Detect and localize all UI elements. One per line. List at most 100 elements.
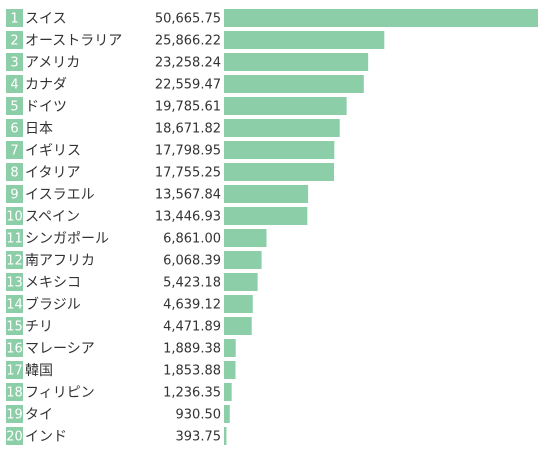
value-label: 17,798.95 xyxy=(155,144,221,159)
value-label: 4,639.12 xyxy=(163,298,221,313)
bar xyxy=(224,119,340,137)
rank-badge xyxy=(6,361,23,379)
rank-badge xyxy=(6,119,23,137)
rank-label: 9 xyxy=(10,188,18,203)
rank-label: 19 xyxy=(6,408,23,423)
value-label: 18,671.82 xyxy=(155,122,221,137)
rank-badge xyxy=(6,185,23,203)
value-label: 6,861.00 xyxy=(163,232,221,247)
rank-label: 1 xyxy=(10,12,18,27)
value-label: 17,755.25 xyxy=(155,166,221,181)
bar xyxy=(224,75,364,93)
category-label: アメリカ xyxy=(25,55,80,71)
rank-badge xyxy=(6,251,23,269)
chart-row: 11 シンガポール 6,861.00 xyxy=(6,229,267,247)
bar xyxy=(224,339,236,357)
value-label: 1,853.88 xyxy=(163,364,221,379)
rank-badge xyxy=(6,339,23,357)
bar xyxy=(224,295,253,313)
category-label: ブラジル xyxy=(25,296,81,313)
rank-label: 20 xyxy=(6,430,23,445)
rank-label: 17 xyxy=(6,364,23,379)
rank-badge xyxy=(6,317,23,335)
rank-label: 10 xyxy=(6,210,23,225)
rank-badge xyxy=(6,163,23,181)
value-label: 13,567.84 xyxy=(155,188,221,203)
value-label: 25,866.22 xyxy=(155,34,221,49)
rank-label: 13 xyxy=(6,276,23,291)
value-label: 6,068.39 xyxy=(163,254,221,269)
category-label: イギリス xyxy=(25,143,81,159)
rank-badge xyxy=(6,427,23,445)
rank-badge xyxy=(6,53,23,71)
category-label: オーストラリア xyxy=(25,33,122,49)
category-label: タイ xyxy=(25,407,53,423)
bar xyxy=(224,141,335,159)
bar xyxy=(224,9,538,27)
category-label: カナダ xyxy=(25,77,67,93)
rank-badge xyxy=(6,97,23,115)
category-label: フィリピン xyxy=(25,385,95,401)
rank-label: 4 xyxy=(10,78,18,93)
value-label: 19,785.61 xyxy=(155,100,221,115)
bar xyxy=(224,185,309,203)
value-label: 5,423.18 xyxy=(163,276,221,291)
bar xyxy=(224,97,347,115)
rank-label: 2 xyxy=(10,34,18,49)
rank-label: 11 xyxy=(6,232,23,247)
value-label: 1,236.35 xyxy=(163,386,221,401)
chart-row: 13 メキシコ 5,423.18 xyxy=(6,273,258,291)
chart-row: 7 イギリス 17,798.95 xyxy=(6,141,335,159)
rank-label: 14 xyxy=(6,298,23,313)
category-label: チリ xyxy=(25,319,53,335)
rank-badge xyxy=(6,207,23,225)
rank-label: 18 xyxy=(6,386,23,401)
bar xyxy=(224,273,258,291)
rank-badge xyxy=(6,75,23,93)
rank-label: 15 xyxy=(6,320,23,335)
chart-row: 16 マレーシア 1,889.38 xyxy=(6,339,236,357)
chart-row: 20 インド 393.75 xyxy=(6,427,227,445)
category-label: ドイツ xyxy=(25,99,67,115)
rank-label: 3 xyxy=(10,56,18,71)
chart-row: 2 オーストラリア 25,866.22 xyxy=(6,31,385,49)
value-label: 23,258.24 xyxy=(155,56,221,71)
chart-row: 17 韓国 1,853.88 xyxy=(6,361,236,379)
bar xyxy=(224,163,335,181)
chart-row: 8 イタリア 17,755.25 xyxy=(6,163,335,181)
rank-badge xyxy=(6,273,23,291)
rank-badge xyxy=(6,31,23,49)
category-label: イスラエル xyxy=(25,187,95,203)
category-label: メキシコ xyxy=(25,275,81,291)
bar xyxy=(224,229,267,247)
rank-label: 12 xyxy=(6,254,23,269)
bar xyxy=(224,383,232,401)
chart-row: 9 イスラエル 13,567.84 xyxy=(6,185,309,203)
rank-badge xyxy=(6,295,23,313)
bar xyxy=(224,317,252,335)
category-label: 韓国 xyxy=(25,363,53,379)
value-label: 50,665.75 xyxy=(155,12,221,27)
value-label: 22,559.47 xyxy=(155,78,221,93)
chart-row: 10 スペイン 13,446.93 xyxy=(6,207,308,225)
chart-row: 4 カナダ 22,559.47 xyxy=(6,75,364,93)
chart-row: 6 日本 18,671.82 xyxy=(6,119,340,137)
value-label: 1,889.38 xyxy=(163,342,221,357)
rank-label: 5 xyxy=(10,100,18,115)
chart-row: 19 タイ 930.50 xyxy=(6,405,230,423)
bar xyxy=(224,251,262,269)
value-label: 13,446.93 xyxy=(155,210,221,225)
bar xyxy=(224,427,227,445)
rank-label: 8 xyxy=(10,166,18,181)
bar xyxy=(224,53,369,71)
bar xyxy=(224,207,308,225)
category-label: シンガポール xyxy=(25,231,109,247)
bar xyxy=(224,361,236,379)
rank-badge xyxy=(6,229,23,247)
rank-label: 6 xyxy=(10,122,18,137)
category-label: スペイン xyxy=(25,209,80,225)
rank-badge xyxy=(6,383,23,401)
rank-badge xyxy=(6,141,23,159)
chart-row: 12 南アフリカ 6,068.39 xyxy=(6,251,262,269)
